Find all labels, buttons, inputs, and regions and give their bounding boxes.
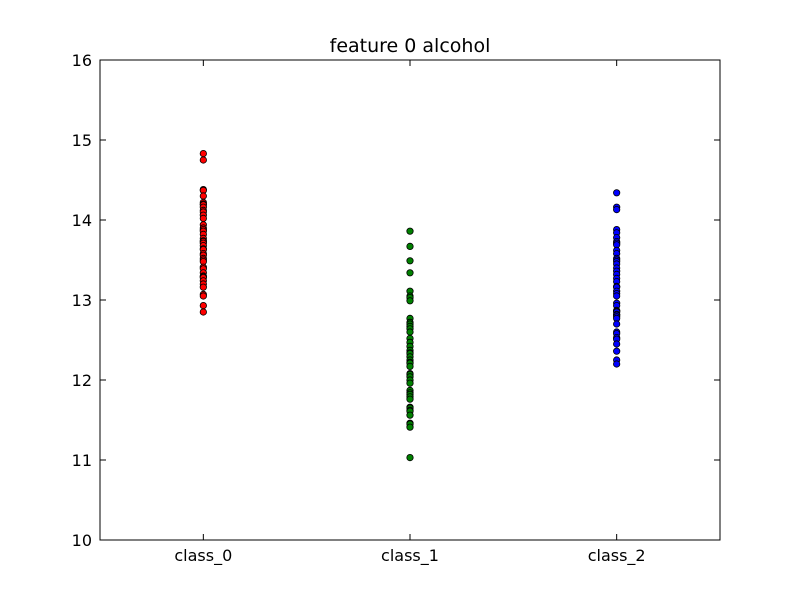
data-point-class_2	[613, 292, 621, 300]
y-tick-label: 14	[72, 211, 92, 230]
data-point-class_2	[613, 189, 621, 197]
data-point-class_0	[199, 214, 207, 222]
y-tick-label: 15	[72, 131, 92, 150]
data-point-class_0	[199, 292, 207, 300]
y-tick-label: 13	[72, 291, 92, 310]
y-tick-label: 11	[72, 451, 92, 470]
data-point-class_0	[199, 150, 207, 158]
data-point-class_1	[406, 395, 414, 403]
chart-title: feature 0 alcohol	[330, 35, 491, 57]
data-point-class_1	[406, 379, 414, 387]
data-point-class_0	[199, 192, 207, 200]
y-tick-label: 16	[72, 51, 92, 70]
x-tick-label: class_2	[588, 546, 646, 566]
data-points	[199, 150, 621, 462]
data-point-class_1	[406, 269, 414, 277]
x-axis-tick-labels: class_0 class_1 class_2	[174, 546, 645, 566]
axis-ticks	[100, 59, 720, 541]
data-point-class_1	[406, 297, 414, 305]
data-point-class_1	[406, 423, 414, 431]
data-point-class_1	[406, 227, 414, 235]
y-axis-tick-labels: 10 11 12 13 14 15 16	[72, 51, 92, 550]
data-point-class_2	[613, 340, 621, 348]
data-point-class_0	[199, 301, 207, 310]
data-point-class_0	[199, 156, 207, 164]
data-point-class_2	[613, 347, 621, 355]
data-point-class_1	[406, 411, 414, 419]
data-point-class_1	[406, 362, 414, 370]
data-point-class_1	[406, 453, 414, 462]
data-point-class_0	[199, 283, 207, 291]
data-point-class_2	[613, 360, 621, 368]
data-point-class_1	[406, 257, 414, 265]
y-tick-label: 10	[72, 531, 92, 550]
data-point-class_1	[406, 328, 414, 336]
data-point-class_1	[406, 242, 414, 250]
data-point-class_2	[613, 206, 621, 214]
data-point-class_0	[199, 308, 207, 316]
x-tick-label: class_0	[174, 546, 232, 566]
data-point-class_2	[613, 320, 621, 328]
y-tick-label: 12	[72, 371, 92, 390]
x-tick-label: class_1	[381, 546, 439, 566]
